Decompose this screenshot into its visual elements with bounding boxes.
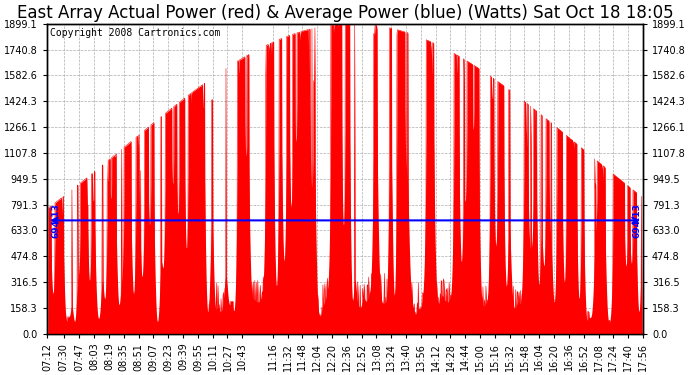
Text: 694.13: 694.13 [52,203,61,238]
Text: Copyright 2008 Cartronics.com: Copyright 2008 Cartronics.com [50,28,220,38]
Title: East Array Actual Power (red) & Average Power (blue) (Watts) Sat Oct 18 18:05: East Array Actual Power (red) & Average … [17,4,673,22]
Text: 694.13: 694.13 [632,203,641,238]
